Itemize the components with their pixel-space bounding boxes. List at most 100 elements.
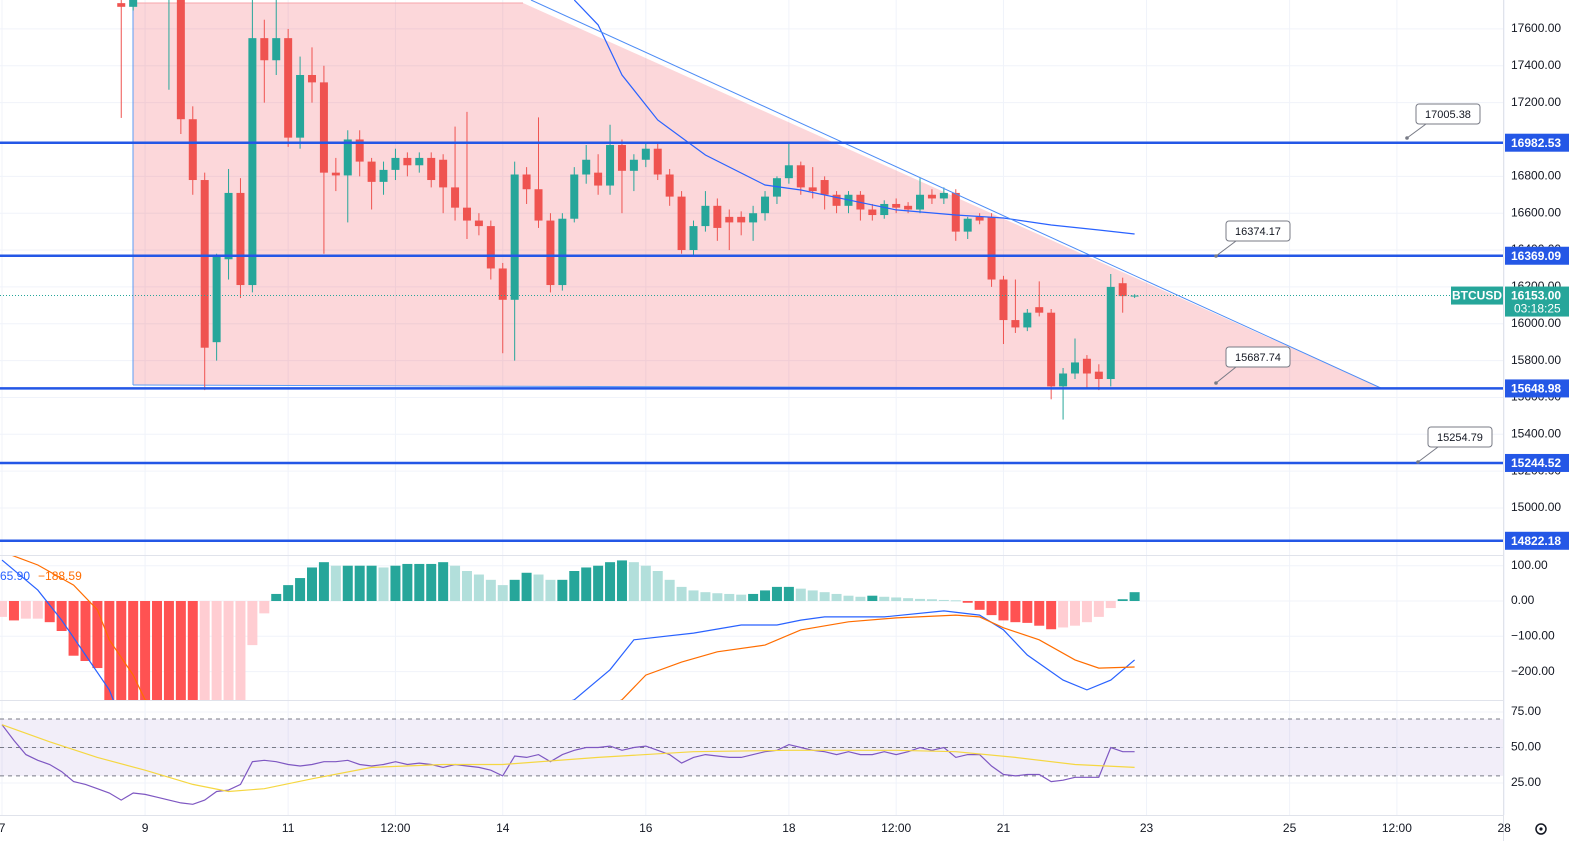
histogram-bar	[152, 601, 163, 700]
candle-body	[784, 165, 793, 179]
candle-body	[832, 194, 841, 206]
callout-label: 15254.79	[1437, 432, 1483, 444]
histogram-bar	[0, 601, 8, 617]
x-tick-label: 14	[496, 821, 510, 835]
y-tick-label: 100.00	[1511, 558, 1548, 572]
candle-body	[868, 209, 877, 216]
callout-pointer	[1417, 446, 1439, 463]
candle-body	[415, 157, 424, 166]
histogram-bar	[950, 600, 961, 602]
candle-body	[820, 180, 829, 195]
histogram-bar	[80, 601, 91, 661]
histogram-bar	[974, 601, 985, 610]
y-tick-label: 16800.00	[1511, 169, 1561, 183]
x-tick-label: 12:00	[881, 821, 911, 835]
candle-body	[486, 226, 495, 269]
candle-body	[725, 216, 734, 223]
candle-body	[546, 220, 555, 286]
level-label: 14822.18	[1511, 534, 1561, 548]
callout-pointer	[1215, 366, 1237, 384]
legend-value: 65.90	[0, 569, 30, 583]
gear[interactable]	[1535, 823, 1547, 835]
histogram-bar	[533, 574, 544, 601]
candle-body	[510, 174, 519, 300]
histogram-bar	[68, 601, 79, 656]
histogram-bar	[1117, 599, 1128, 601]
histogram-bar	[1093, 601, 1104, 617]
legend-value: −188.59	[38, 569, 82, 583]
candle-body	[1023, 312, 1032, 328]
last-price-label: 16153.00	[1511, 289, 1561, 303]
macd-line	[1, 559, 1135, 700]
symbol-box	[1451, 286, 1503, 305]
callout-anchor	[1416, 460, 1420, 464]
candle-body	[379, 169, 388, 182]
settings-icon[interactable]	[1535, 823, 1547, 835]
histogram-bar	[32, 601, 43, 619]
candle-body	[713, 205, 722, 228]
histogram-bar	[867, 595, 878, 601]
y-tick-label: −100.00	[1511, 628, 1555, 642]
x-tick-label: 23	[1140, 821, 1154, 835]
candle-body	[617, 145, 626, 171]
trend-line	[530, 0, 1384, 390]
candle-body	[916, 194, 925, 210]
candle-body	[677, 196, 686, 251]
candle-body	[474, 220, 483, 227]
histogram-bar	[8, 601, 19, 621]
histogram-bar	[616, 560, 627, 601]
histogram-bar	[461, 571, 472, 601]
histogram-bar	[593, 565, 604, 601]
candle-body	[224, 192, 233, 260]
candle-body	[749, 213, 758, 223]
candle-body	[796, 165, 805, 188]
histogram-bar	[1010, 601, 1021, 623]
rsi-pane	[0, 718, 1503, 805]
candle-body	[927, 194, 936, 199]
histogram-bar	[605, 562, 616, 601]
histogram-bar	[760, 590, 771, 601]
y-tick-label: 17600.00	[1511, 21, 1561, 35]
histogram-bar	[306, 567, 317, 601]
histogram-bar	[843, 595, 854, 601]
candle-body	[1011, 320, 1020, 328]
histogram-bar	[891, 597, 902, 601]
callout-pointer	[1215, 240, 1237, 257]
histogram-bar	[581, 567, 592, 601]
candle-body	[117, 3, 126, 7]
candle-body	[462, 207, 471, 221]
candle-body	[939, 192, 948, 199]
histogram-bar	[354, 565, 365, 601]
x-tick-label: 21	[997, 821, 1011, 835]
histogram-bar	[390, 565, 401, 601]
histogram-bar	[1070, 601, 1081, 626]
histogram-bar	[1046, 601, 1057, 630]
histogram-bar	[986, 601, 997, 616]
callout-anchor	[1214, 254, 1218, 258]
triangle-pattern	[133, 3, 1383, 389]
histogram-bar	[748, 593, 759, 601]
callout-anchor	[1214, 381, 1218, 385]
x-tick-label: 12:00	[1382, 821, 1412, 835]
histogram-bar	[1081, 601, 1092, 623]
histogram-bar	[128, 601, 139, 700]
candle-body	[1118, 283, 1127, 297]
histogram-bar	[211, 601, 222, 700]
candle-body	[951, 192, 960, 232]
candle-body	[701, 205, 710, 227]
histogram-bar	[402, 563, 413, 601]
level-label-box	[1505, 453, 1569, 472]
y-tick-label: 17200.00	[1511, 95, 1561, 109]
x-tick-label: 12:00	[380, 821, 410, 835]
candle-body	[808, 187, 817, 192]
histogram-bar	[962, 601, 973, 603]
candle-body	[260, 38, 269, 61]
histogram-bar	[56, 601, 67, 631]
level-label-box	[1505, 379, 1569, 398]
histogram-bar	[700, 592, 711, 601]
candle-body	[403, 157, 412, 166]
histogram-bar	[92, 601, 103, 669]
y-tick-label: 25.00	[1511, 775, 1541, 789]
histogram-bar	[664, 579, 675, 601]
histogram-bar	[557, 579, 568, 601]
